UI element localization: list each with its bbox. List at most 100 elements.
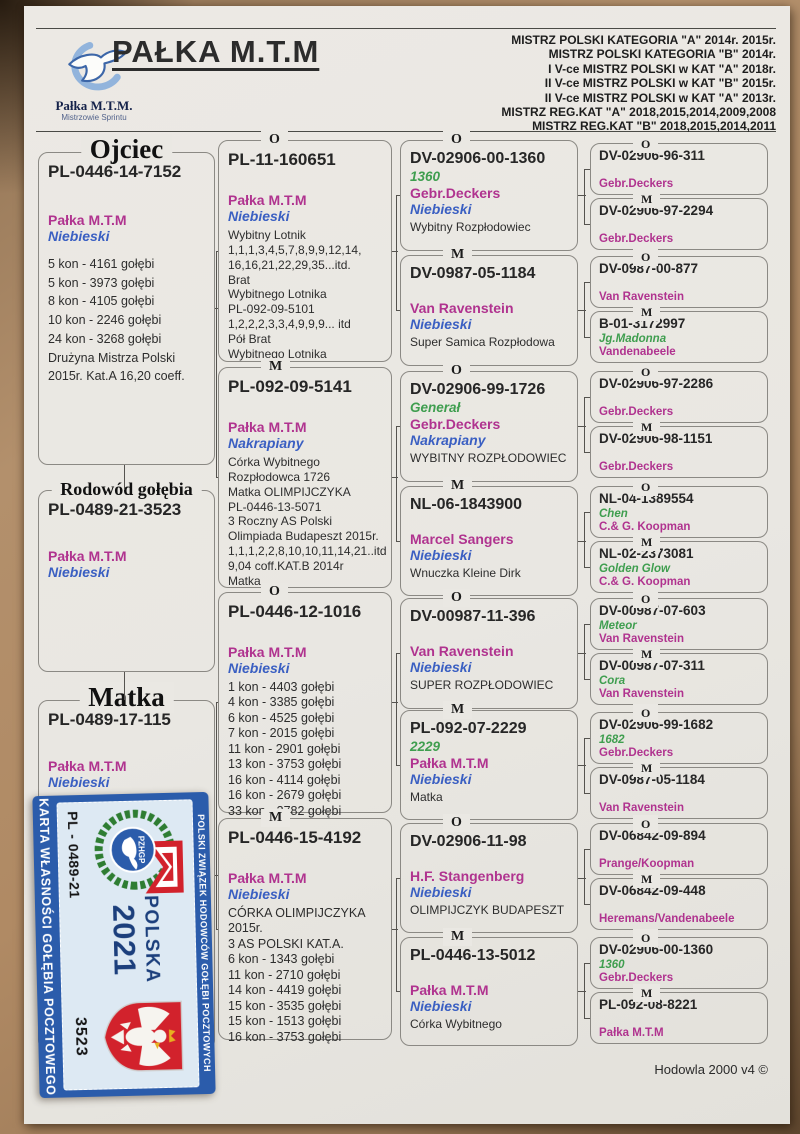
pigeon-name — [599, 392, 759, 406]
color-name: Niebieski — [410, 771, 472, 788]
pigeon-name — [410, 514, 568, 531]
breeder-name: Van Ravenstein — [410, 642, 514, 659]
color-name: Niebieski — [228, 660, 290, 677]
ring-number: PL-0489-21-3523 — [48, 500, 182, 519]
subject-section-label: Rodowód gołębia — [51, 479, 202, 500]
sex-label: M — [633, 984, 661, 1002]
sex-label: M — [261, 358, 291, 376]
pedigree-box-gen4-10: M DV-00987-07-311 Cora Van Ravenstein — [590, 645, 768, 705]
pigeon-name — [410, 283, 568, 300]
sex-label: O — [443, 589, 470, 607]
pedigree-box-gen3-5: O DV-00987-11-396 Van Ravenstein Niebies… — [400, 589, 578, 709]
breeder-name: Heremans/Vandenabeele — [599, 912, 735, 925]
sex-label: O — [443, 362, 470, 380]
breeder-name: Prange/Koopman — [599, 857, 695, 870]
breeder-name: Gebr.Deckers — [599, 177, 674, 190]
sex-label: O — [633, 704, 659, 722]
pedigree-box-gen3-8: M PL-0446-13-5012 Pałka M.T.M Niebieski … — [400, 928, 578, 1046]
pedigree-box-gen3-7: O DV-02906-11-98 H.F. Stangenberg Niebie… — [400, 814, 578, 933]
ring-number: DV-02906-98-1151 — [599, 431, 713, 446]
sex-label: M — [633, 759, 661, 777]
breeder-name: C.& G. Koopman — [599, 520, 691, 533]
color-name: Niebieski — [410, 998, 472, 1015]
breeder-name: Van Ravenstein — [599, 290, 685, 303]
breeder-name: Pałka M.T.M — [228, 191, 307, 208]
pedigree-box-gen4-7: O NL-04-1389554 Chen C.& G. Koopman — [590, 478, 768, 538]
sex-label: O — [261, 131, 288, 149]
connector-line — [584, 169, 590, 170]
ring-number: DV-06842-09-894 — [599, 828, 706, 843]
connector-line — [216, 477, 218, 478]
pedigree-box-gen4-15: O DV-02906-00-1360 1360 Gebr.Deckers — [590, 929, 768, 989]
breeder-name: Gebr.Deckers — [599, 746, 674, 759]
color-name: Niebieski — [410, 316, 472, 333]
ring-number: PL-092-08-8221 — [599, 997, 698, 1012]
connector-line — [584, 224, 590, 225]
connector-line — [578, 653, 586, 654]
connector-line — [124, 465, 125, 490]
connector-line — [216, 251, 217, 477]
ownership-card: POLSKI ZWIĄZEK HODOWCÓW GOŁĘBI POCZTOWYC… — [32, 791, 216, 1099]
breeder-name: Vandenabeele — [599, 345, 676, 358]
performance-notes: Córka Wybitnego Rozpłodowca 1726 Matka O… — [228, 454, 387, 588]
color-name: Niebieski — [410, 547, 472, 564]
ring-number: NL-04-1389554 — [599, 491, 694, 506]
breeder-name: Pałka M.T.M — [228, 643, 307, 660]
pedigree-box-gen2-1: O PL-11-160651 Pałka M.T.M Niebieski Wyb… — [218, 131, 392, 362]
connector-line — [584, 452, 590, 453]
connector-line — [396, 195, 400, 196]
pigeon-name — [599, 164, 759, 178]
connector-line — [584, 282, 585, 337]
note: Wnuczka Kleine Dirk — [410, 565, 521, 580]
breeder-name: Gebr.Deckers — [599, 405, 674, 418]
pedigree-box-gen4-3: O DV-0987-00-877 Van Ravenstein — [590, 248, 768, 308]
pedigree-box-gen4-2: M DV-02906-97-2294 Gebr.Deckers — [590, 190, 768, 250]
card-ring-number: PL - 0489-21 — [64, 811, 83, 899]
color-name: Niebieski — [48, 774, 110, 791]
sex-label: M — [633, 870, 661, 888]
pedigree-box-gen4-16: M PL-092-08-8221 Pałka M.T.M — [590, 984, 768, 1044]
breeder-name: H.F. Stangenberg — [410, 867, 525, 884]
connector-line — [578, 991, 586, 992]
pedigree-box-gen4-4: M B-01-3172997 Jg.Madonna Vandenabeele — [590, 303, 768, 363]
sex-label: O — [633, 815, 659, 833]
connector-line — [124, 672, 125, 700]
ring-number: DV-0987-05-1184 — [410, 265, 536, 282]
ring-number: DV-02906-11-98 — [410, 833, 527, 850]
ownership-text: KARTA WŁASNOŚCI GOŁĘBIA POCZTOWEGO — [36, 798, 58, 1096]
sex-label: M — [443, 477, 473, 495]
note: Super Samica Rozpłodowa — [410, 334, 555, 349]
color-name: Niebieski — [410, 659, 472, 676]
color-name: Niebieski — [228, 886, 290, 903]
color-name: Nakrapiany — [228, 435, 304, 452]
breeder-name: Gebr.Deckers — [599, 232, 674, 245]
pedigree-box-gen4-14: M DV-06842-09-448 Heremans/Vandenabeele — [590, 870, 768, 930]
ring-number: DV-02906-96-311 — [599, 148, 705, 163]
connector-line — [216, 251, 218, 252]
pigeon-name: 1360 — [410, 168, 441, 184]
connector-line — [584, 512, 590, 513]
sex-label: O — [633, 363, 659, 381]
ring-number: DV-0987-00-877 — [599, 261, 699, 276]
connector-line — [584, 397, 585, 452]
breeder-name: Pałka M.T.M — [228, 418, 307, 435]
ring-number: PL-0446-14-7152 — [48, 162, 182, 181]
ring-number: DV-02906-00-1360 — [410, 150, 546, 167]
performance-notes: Wybitny Lotnik 1,1,1,3,4,5,7,8,9,9,12,14… — [228, 227, 362, 361]
connector-line — [216, 929, 218, 930]
pedigree-box-gen2-3: O PL-0446-12-1016 Pałka M.T.M Niebieski … — [218, 583, 392, 818]
breeder-name: Van Ravenstein — [410, 299, 514, 316]
connector-line — [396, 878, 397, 991]
breeder-name: Gebr.Deckers — [599, 971, 674, 984]
ring-number: DV-02906-97-2286 — [599, 376, 714, 391]
color-name: Niebieski — [48, 228, 110, 245]
sex-label: O — [633, 135, 659, 153]
pigeon-name: Jg.Madonna — [599, 332, 667, 345]
pigeon-name — [410, 626, 568, 643]
pigeon-name — [410, 851, 568, 868]
connector-line — [584, 963, 585, 1018]
ring-number: DV-02906-99-1726 — [410, 381, 546, 398]
color-name: Nakrapiany — [410, 432, 486, 449]
page-title: PAŁKA M.T.M — [112, 34, 320, 69]
ring-number: NL-06-1843900 — [410, 496, 523, 513]
